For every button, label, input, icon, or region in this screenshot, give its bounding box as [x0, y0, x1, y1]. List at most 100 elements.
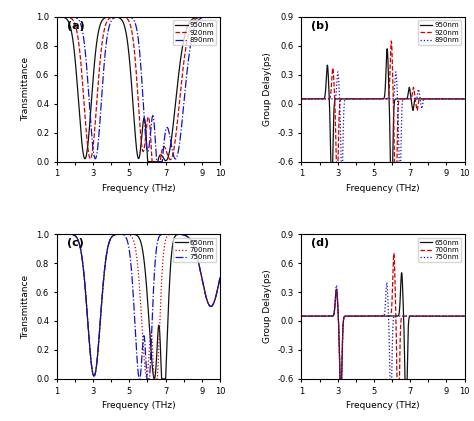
- 890nm: [152, 128, 157, 133]
- Line: 700nm: 700nm: [57, 234, 220, 379]
- 750nm: [328, 314, 334, 319]
- Line: 920nm: 920nm: [57, 17, 220, 162]
- 950nm: [361, 96, 366, 101]
- 750nm: [299, 314, 304, 319]
- 890nm: [116, 14, 122, 19]
- 750nm: [462, 314, 467, 319]
- Line: 890nm: 890nm: [57, 17, 220, 162]
- 700nm: [116, 232, 122, 237]
- 920nm: [396, 97, 402, 102]
- 950nm: [145, 159, 151, 164]
- 890nm: [176, 147, 182, 152]
- 920nm: [83, 132, 89, 137]
- 700nm: [299, 314, 304, 319]
- 950nm: [389, 205, 394, 210]
- Line: 890nm: 890nm: [301, 72, 465, 184]
- 890nm: [154, 159, 159, 164]
- 950nm: [116, 15, 122, 20]
- Line: 750nm: 750nm: [57, 234, 220, 379]
- 750nm: [188, 238, 194, 243]
- 950nm: [217, 14, 223, 19]
- 700nm: [151, 376, 157, 381]
- Y-axis label: Transmittance: Transmittance: [21, 274, 30, 338]
- 890nm: [328, 96, 334, 101]
- 650nm: [176, 232, 182, 237]
- 750nm: [388, 405, 393, 410]
- 920nm: [433, 96, 438, 101]
- Text: (d): (d): [311, 238, 329, 248]
- 950nm: [462, 96, 467, 101]
- 950nm: [83, 152, 89, 157]
- 890nm: [217, 14, 223, 19]
- 950nm: [405, 94, 410, 99]
- 650nm: [405, 349, 410, 354]
- 920nm: [299, 96, 304, 101]
- 750nm: [217, 275, 223, 280]
- 890nm: [462, 96, 467, 101]
- 950nm: [176, 72, 182, 77]
- 890nm: [299, 96, 304, 101]
- 920nm: [152, 159, 157, 164]
- 950nm: [328, 173, 334, 179]
- 650nm: [152, 376, 157, 381]
- Y-axis label: Group Delay(ps): Group Delay(ps): [263, 52, 272, 126]
- 750nm: [83, 302, 89, 307]
- 890nm: [396, 169, 402, 174]
- 920nm: [149, 159, 155, 164]
- 920nm: [160, 145, 166, 150]
- 950nm: [152, 159, 157, 164]
- 700nm: [462, 314, 467, 319]
- Line: 650nm: 650nm: [57, 234, 220, 379]
- X-axis label: Frequency (THz): Frequency (THz): [346, 184, 420, 193]
- Legend: 950nm, 920nm, 890nm: 950nm, 920nm, 890nm: [418, 20, 461, 45]
- 700nm: [405, 314, 410, 319]
- 950nm: [188, 18, 194, 23]
- 650nm: [361, 314, 366, 319]
- X-axis label: Frequency (THz): Frequency (THz): [346, 401, 420, 410]
- 700nm: [420, 314, 426, 319]
- 650nm: [151, 376, 157, 381]
- Y-axis label: Transmittance: Transmittance: [21, 57, 30, 121]
- 920nm: [328, 88, 334, 93]
- 650nm: [160, 376, 166, 381]
- 890nm: [393, 69, 399, 75]
- 950nm: [420, 96, 426, 101]
- Y-axis label: Group Delay(ps): Group Delay(ps): [263, 269, 272, 344]
- 650nm: [328, 314, 334, 319]
- Legend: 650nm, 700nm, 750nm: 650nm, 700nm, 750nm: [418, 237, 461, 262]
- 750nm: [137, 376, 142, 381]
- 650nm: [462, 314, 467, 319]
- 700nm: [328, 314, 334, 319]
- 920nm: [405, 96, 410, 101]
- Line: 950nm: 950nm: [301, 49, 465, 207]
- 650nm: [54, 232, 60, 237]
- Line: 750nm: 750nm: [301, 282, 465, 408]
- 650nm: [83, 302, 89, 307]
- 700nm: [83, 302, 89, 307]
- 650nm: [396, 310, 402, 315]
- 700nm: [361, 314, 366, 319]
- 750nm: [116, 232, 122, 237]
- 650nm: [217, 275, 223, 280]
- 700nm: [217, 275, 223, 280]
- 950nm: [433, 96, 438, 101]
- Line: 950nm: 950nm: [57, 17, 220, 162]
- 700nm: [176, 232, 182, 237]
- Line: 920nm: 920nm: [301, 41, 465, 215]
- X-axis label: Frequency (THz): Frequency (THz): [101, 184, 175, 193]
- 650nm: [403, 415, 409, 420]
- 650nm: [399, 270, 404, 275]
- 700nm: [152, 376, 157, 381]
- 750nm: [396, 314, 402, 319]
- 650nm: [433, 314, 438, 319]
- 650nm: [420, 314, 426, 319]
- 920nm: [361, 96, 366, 101]
- 920nm: [420, 96, 426, 101]
- 890nm: [361, 96, 366, 101]
- 920nm: [116, 14, 122, 19]
- 890nm: [83, 62, 89, 67]
- 950nm: [54, 14, 60, 19]
- 750nm: [405, 314, 410, 319]
- Line: 650nm: 650nm: [301, 273, 465, 418]
- 920nm: [389, 38, 394, 43]
